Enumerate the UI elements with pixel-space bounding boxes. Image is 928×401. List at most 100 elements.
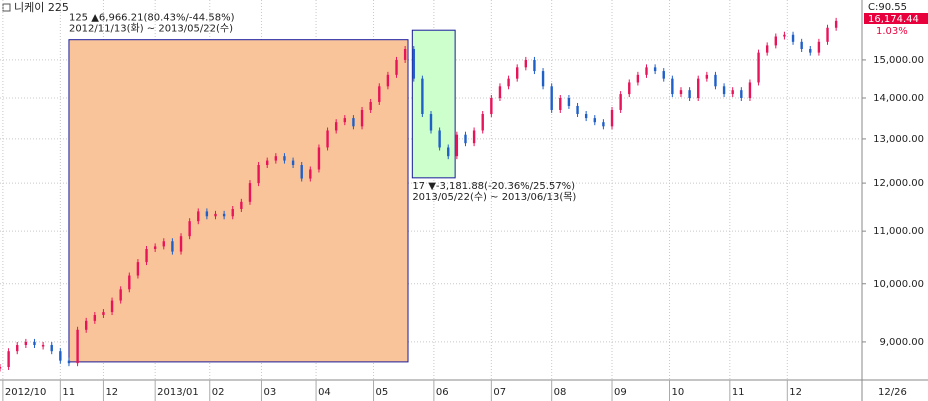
candle [317,147,321,170]
candle [740,90,743,99]
candle [343,118,346,123]
range-box [68,39,409,363]
range-label: 2013/05/22(수) ~ 2013/06/13(목) [412,191,576,203]
y-tick-label: 12,000.00 [873,178,924,189]
candle [576,105,579,115]
y-tick-label: 15,000.00 [873,55,924,66]
title-icon [2,3,11,12]
candle [722,86,726,95]
last-date: 12/26 [878,387,907,398]
candle [309,169,312,179]
candle [714,74,717,87]
candle [197,211,200,222]
candle [352,118,355,127]
candle [507,78,510,87]
candle [136,262,140,276]
candle [791,34,795,42]
candle [171,241,174,252]
candle [783,34,786,37]
candle [817,41,821,53]
x-tick-label: 11 [62,387,75,398]
change-label: C:90.55 [868,2,907,13]
candle [757,52,760,83]
candle [438,130,441,148]
x-tick-label: 09 [614,387,627,398]
range-label: 17 ▼-3,181.88(-20.36%/25.57%) [412,181,575,192]
x-tick-label: 2013/01 [157,387,199,398]
candle [653,67,657,72]
candle [360,109,364,127]
candle [50,344,53,352]
candle [162,241,165,247]
candle [110,300,114,313]
candle [541,71,545,87]
candle [826,27,829,42]
candle [765,45,769,53]
candle [240,201,243,210]
last-change: 1.03% [876,26,908,37]
candle [834,20,838,28]
candle [283,156,286,161]
x-tick-label: 12 [105,387,118,398]
candle [679,90,683,95]
candle [429,114,433,131]
y-tick-label: 9,000.00 [879,337,924,348]
candle [421,78,424,115]
candle [24,341,28,345]
candle [610,109,614,127]
last-price-box [864,13,928,24]
candle [550,86,553,110]
candle [248,183,252,202]
x-tick-label: 11 [732,387,745,398]
candle [266,160,269,166]
candle [0,367,2,369]
candle [809,48,812,53]
x-tick-label: 06 [436,387,449,398]
candle [481,114,484,131]
candle [145,248,148,263]
candle [472,130,476,144]
candle [662,71,665,79]
candle [188,221,191,237]
y-tick-label: 10,000.00 [873,279,924,290]
candle [386,74,390,87]
range-label: 2012/11/13(화) ~ 2013/05/22(수) [69,23,233,35]
x-tick-label: 03 [263,387,276,398]
candle [7,351,10,368]
candle [231,209,234,217]
candle [602,122,605,127]
candle [300,165,303,179]
candle [41,344,45,347]
x-tick-label: 2012/10 [5,387,47,398]
y-tick-label: 14,000.00 [873,93,924,104]
candle [619,94,622,110]
candle [395,59,398,75]
x-tick-label: 08 [554,387,567,398]
range-label: 125 ▲6,966.21(80.43%/-44.58%) [69,13,235,24]
candle [128,275,131,290]
candle [153,246,157,249]
candle [455,134,459,157]
candle [67,360,71,364]
candle [334,122,338,131]
candle [636,74,640,83]
x-tick-label: 04 [318,387,331,398]
candle [33,341,36,345]
x-tick-label: 10 [671,387,684,398]
candle [257,165,260,184]
candle [498,86,502,99]
candle [774,36,777,46]
candle [559,98,562,110]
candle [593,118,596,123]
candle [412,48,415,79]
candle [584,114,588,119]
candle [705,74,709,79]
y-tick-label: 11,000.00 [873,226,924,237]
candle [464,134,467,144]
candle [403,48,407,60]
candle [369,101,372,110]
candle [85,320,88,330]
y-tick-label: 13,000.00 [873,134,924,145]
candle [628,82,631,95]
